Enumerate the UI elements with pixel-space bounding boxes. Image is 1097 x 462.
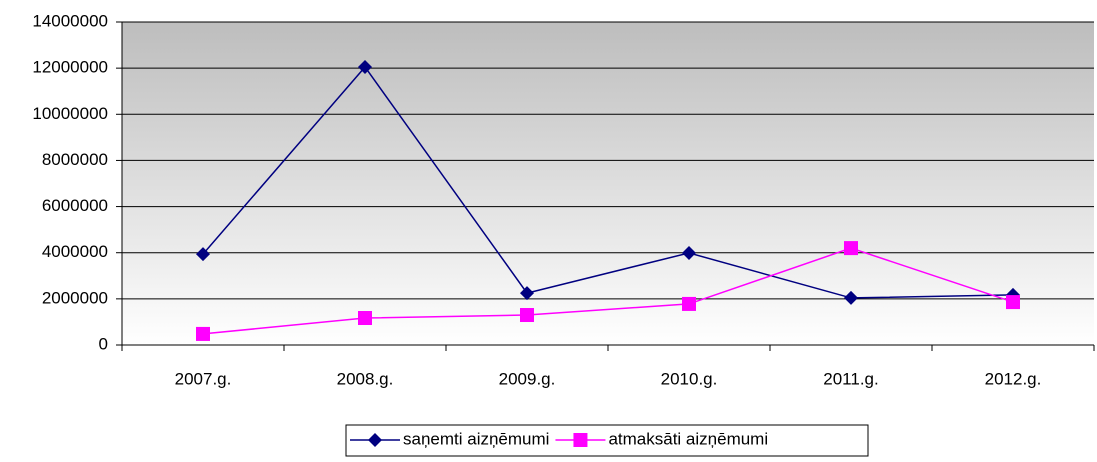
marker [844, 290, 858, 305]
x-tick-label: 2009.g. [499, 369, 556, 388]
y-tick-label: 14000000 [32, 11, 108, 30]
x-tick-label: 2007.g. [175, 369, 232, 388]
x-tick-label: 2012.g. [985, 369, 1042, 388]
series-line [202, 65, 1014, 299]
legend-marker [368, 433, 382, 447]
y-tick-label: 6000000 [42, 196, 108, 215]
y-tick-label: 2000000 [42, 288, 108, 307]
marker [358, 311, 372, 326]
x-tick-label: 2010.g. [661, 369, 718, 388]
legend: saņemti aizņēmumi atmaksāti aizņēmumi [350, 429, 768, 448]
series-line [202, 247, 1014, 335]
legend-marker [573, 433, 588, 447]
y-tick-label: 12000000 [32, 58, 108, 77]
x-tick-label: 2011.g. [823, 369, 878, 388]
legend-label: atmaksāti aizņēmumi [608, 429, 768, 448]
marks [196, 59, 1020, 341]
marker [844, 241, 858, 256]
marker [1006, 295, 1020, 310]
legend-box [345, 424, 869, 457]
marker [358, 59, 372, 74]
legend-label: saņemti aizņēmumi [403, 429, 549, 448]
y-tick-label: 10000000 [32, 104, 108, 123]
marker [682, 296, 696, 311]
y-tick-label: 8000000 [42, 150, 108, 169]
y-tick-label: 4000000 [42, 242, 108, 261]
marker [520, 286, 534, 301]
x-tick-label: 2008.g. [337, 369, 394, 388]
marker [196, 247, 210, 262]
marker [196, 326, 210, 341]
marker [682, 245, 696, 260]
plot-area [122, 22, 1094, 345]
y-tick-label: 0 [99, 334, 108, 353]
marker [520, 308, 534, 323]
axes: 0 2000000 4000000 6000000 8000000 10000000 120… [32, 11, 1095, 388]
